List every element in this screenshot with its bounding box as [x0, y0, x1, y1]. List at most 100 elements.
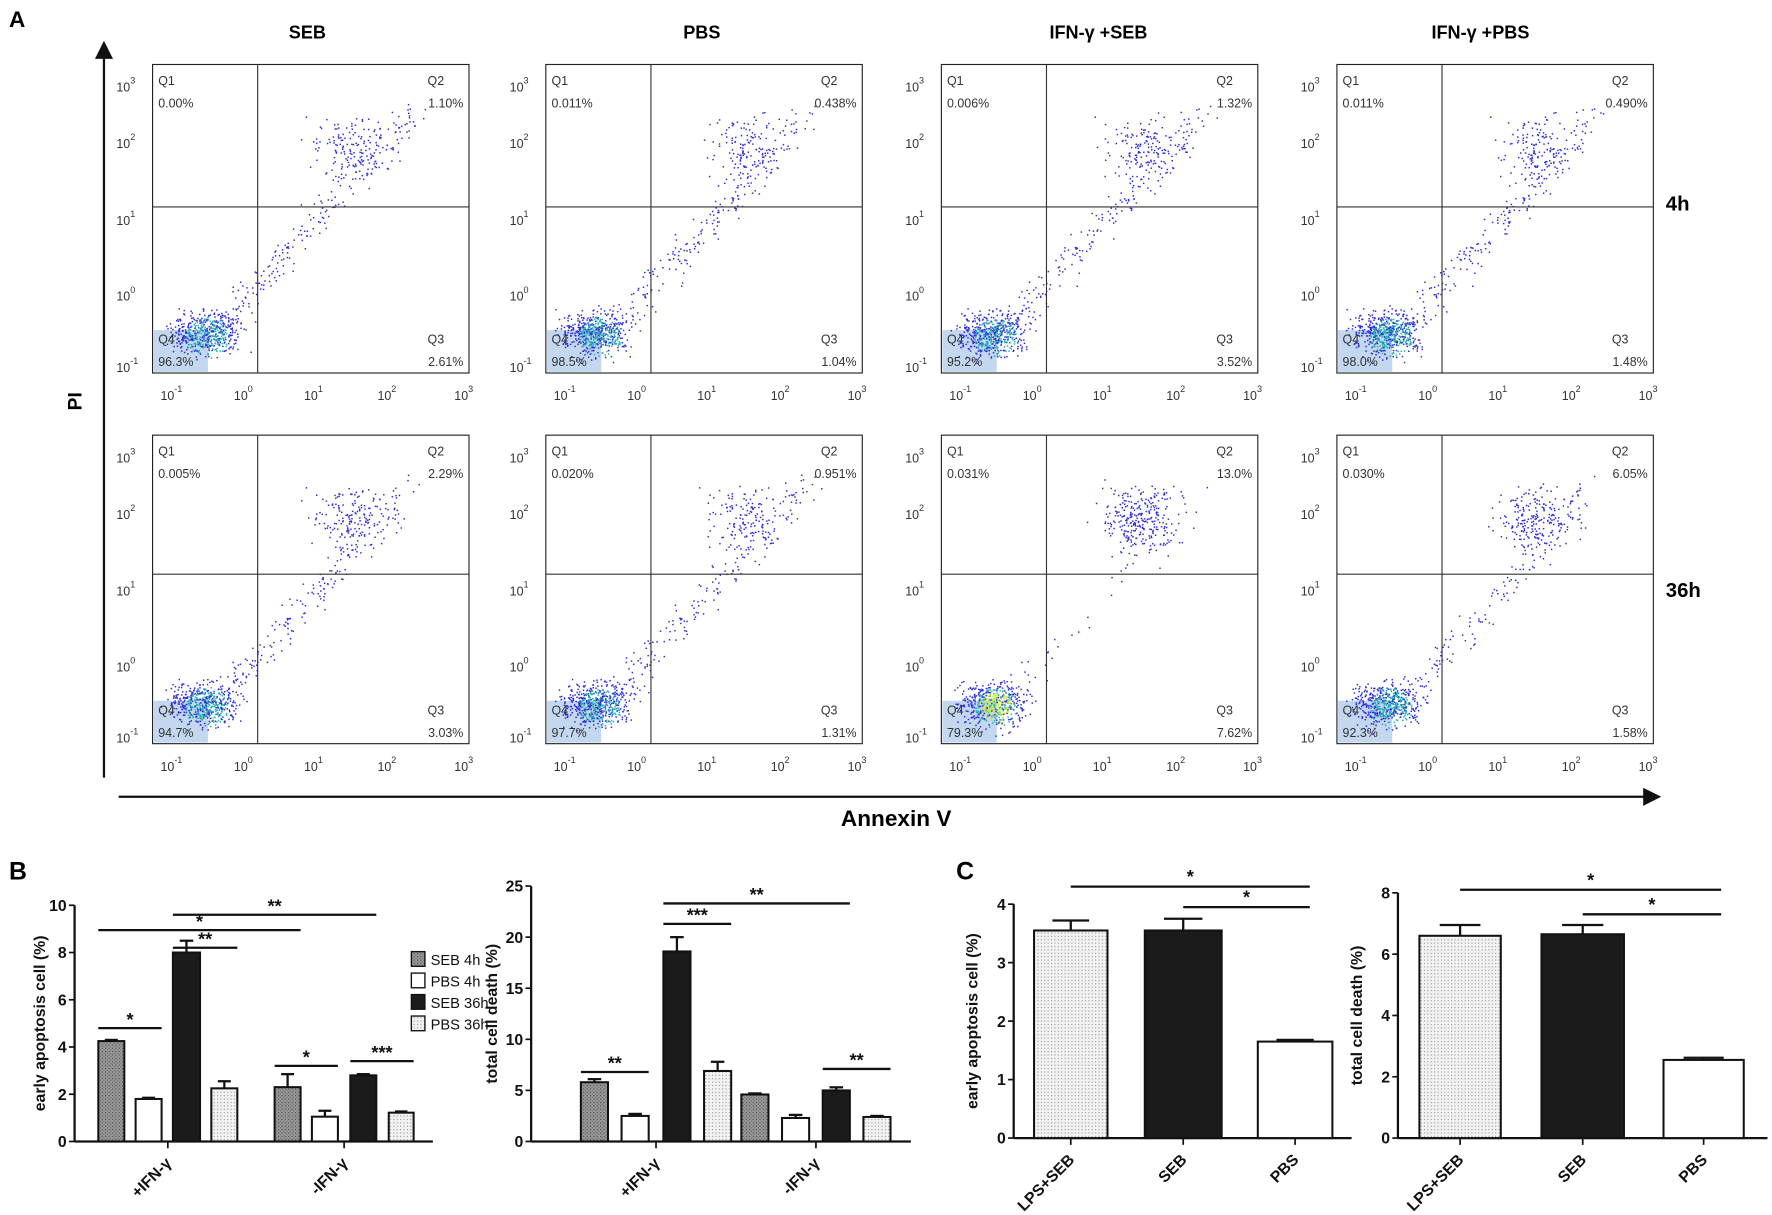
event-dot: [219, 702, 221, 705]
event-dot: [1548, 164, 1550, 167]
event-dot: [576, 330, 579, 332]
event-dot: [328, 138, 330, 141]
event-dot: [611, 340, 614, 342]
q3-label: Q3: [1216, 333, 1233, 347]
event-dot: [560, 695, 563, 698]
event-dot: [189, 687, 192, 690]
event-dot: [765, 170, 768, 173]
event-dot: [644, 296, 646, 298]
event-dot: [1384, 337, 1387, 339]
event-dot: [644, 667, 646, 669]
event-dot: [1379, 319, 1382, 321]
event-dot: [1414, 338, 1416, 340]
event-dot: [590, 342, 593, 345]
flow-plot-ifn-pbs-4h: Q10.011%Q20.490%Q31.48%Q498.0%10-110-110…: [1301, 63, 1658, 403]
x-tick-label: 103: [1243, 384, 1262, 403]
event-dot: [564, 341, 566, 344]
event-dot: [715, 233, 717, 235]
event-dot: [1165, 135, 1167, 137]
event-dot: [1013, 323, 1016, 326]
event-dot: [348, 487, 350, 490]
event-dot: [631, 326, 633, 328]
event-dot: [1156, 133, 1158, 135]
event-dot: [375, 149, 377, 151]
event-dot: [197, 317, 199, 320]
event-dot: [967, 341, 969, 343]
event-dot: [571, 699, 573, 702]
event-dot: [616, 319, 618, 321]
event-dot: [996, 355, 999, 358]
event-dot: [199, 684, 201, 686]
event-dot: [1067, 249, 1070, 251]
event-dot: [233, 672, 236, 674]
event-dot: [1429, 287, 1431, 290]
event-dot: [602, 332, 605, 335]
event-dot: [1372, 333, 1375, 336]
event-dot: [581, 345, 583, 348]
event-dot: [214, 699, 217, 702]
event-dot: [1158, 165, 1160, 168]
event-dot: [224, 315, 227, 317]
event-dot: [1397, 344, 1400, 347]
event-dot: [195, 343, 197, 346]
event-dot: [567, 315, 570, 317]
event-dot: [211, 324, 214, 326]
event-dot: [596, 317, 599, 320]
event-dot: [178, 308, 181, 310]
event-dot: [971, 335, 973, 337]
event-dot: [598, 326, 600, 328]
event-dot: [206, 711, 209, 713]
event-dot: [950, 329, 952, 332]
event-dot: [1370, 333, 1372, 336]
event-dot: [228, 340, 231, 342]
event-dot: [201, 705, 204, 707]
event-dot: [571, 356, 573, 358]
event-dot: [321, 216, 324, 219]
event-dot: [979, 355, 982, 357]
event-dot: [237, 336, 239, 338]
event-dot: [194, 332, 196, 335]
event-dot: [1555, 154, 1558, 157]
event-dot: [1531, 127, 1534, 129]
y-tick-label: 100: [1301, 285, 1320, 304]
event-dot: [577, 326, 579, 329]
event-dot: [1512, 133, 1514, 136]
event-dot: [287, 247, 290, 249]
event-dot: [202, 322, 204, 325]
event-dot: [391, 111, 394, 114]
event-dot: [278, 254, 281, 257]
event-dot: [305, 116, 308, 118]
event-dot: [746, 139, 749, 141]
event-dot: [1010, 331, 1013, 334]
event-dot: [1383, 329, 1385, 331]
event-dot: [742, 152, 744, 155]
event-dot: [304, 622, 306, 624]
event-dot: [610, 332, 613, 334]
event-dot: [371, 154, 373, 157]
event-dot: [208, 700, 210, 703]
event-dot: [605, 681, 608, 683]
event-dot: [755, 519, 757, 522]
event-dot: [1522, 124, 1525, 127]
event-dot: [199, 322, 202, 324]
event-dot: [187, 685, 189, 687]
tick-exponent: 3: [130, 446, 135, 456]
event-dot: [337, 136, 340, 138]
event-dot: [652, 273, 654, 276]
event-dot: [992, 327, 994, 329]
event-dot: [365, 520, 367, 522]
event-dot: [196, 720, 198, 723]
event-dot: [1154, 119, 1157, 122]
event-dot: [1477, 250, 1479, 252]
pi-axis-label: PI: [65, 392, 86, 410]
event-dot: [572, 328, 575, 331]
event-dot: [591, 345, 593, 348]
event-dot: [299, 600, 302, 602]
event-dot: [255, 282, 257, 284]
q3-value: 1.04%: [821, 355, 856, 369]
event-dot: [1549, 147, 1552, 149]
event-dot: [774, 510, 777, 512]
event-dot: [173, 695, 175, 697]
event-dot: [351, 510, 354, 513]
event-dot: [1094, 116, 1096, 118]
